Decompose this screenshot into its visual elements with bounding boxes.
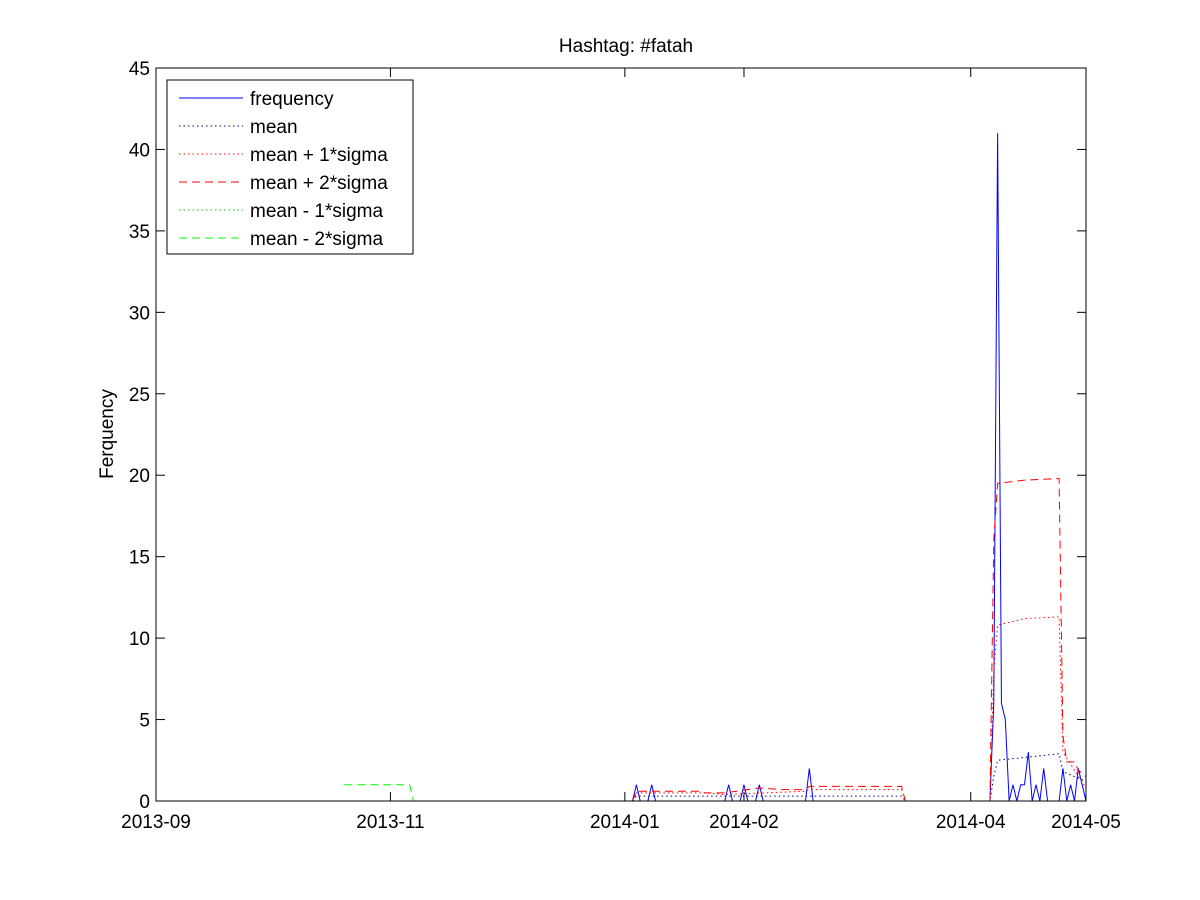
y-tick-label: 15	[129, 548, 150, 569]
y-tick-label: 5	[139, 711, 150, 732]
series-layer	[344, 133, 1087, 802]
legend-box	[166, 79, 414, 255]
y-tick-label: 20	[129, 466, 150, 487]
y-tick-label: 40	[129, 140, 150, 161]
y-axis-ticks: 0 5 10 15 20 25 30 35 40 45	[129, 59, 1086, 813]
series-line-mean	[632, 753, 1087, 802]
x-tick-label: 2014-02	[709, 812, 779, 833]
legend: frequency mean mean + 1*sigma mean + 2*sigm…	[166, 79, 414, 255]
x-tick-label: 2013-09	[121, 812, 191, 833]
y-axis-label: Ferquency	[97, 389, 118, 479]
y-tick-label: 45	[129, 59, 150, 80]
plot-frame	[155, 67, 1087, 802]
chart-title: Hashtag: #fatah	[559, 36, 693, 57]
series-line-mean-1-sigma	[632, 616, 1087, 802]
x-tick-label: 2014-05	[1051, 812, 1121, 833]
legend-label-mean-1-sigma: mean - 1*sigma	[250, 201, 383, 222]
legend-label-mean-2-sigma: mean + 2*sigma	[250, 173, 388, 194]
y-tick-label: 25	[129, 385, 150, 406]
legend-label-mean: mean	[250, 117, 298, 138]
series-line-mean-2-sigma	[344, 784, 414, 802]
legend-label-frequency: frequency	[250, 89, 334, 110]
x-tick-label: 2013-11	[356, 812, 424, 833]
legend-label-mean-1-sigma: mean + 1*sigma	[250, 145, 388, 166]
x-axis-ticks: 2013-09 2013-11 2014-01 2014-02 2014-04 2014-…	[121, 68, 1121, 833]
y-tick-label: 35	[129, 222, 150, 243]
y-tick-label: 30	[129, 303, 150, 324]
x-tick-label: 2014-04	[936, 812, 1006, 833]
series-line-frequency	[632, 133, 1087, 802]
legend-label-mean-2-sigma: mean - 2*sigma	[250, 229, 383, 250]
y-tick-label: 10	[129, 629, 150, 650]
x-tick-label: 2014-01	[590, 812, 660, 833]
y-tick-label: 0	[139, 792, 150, 813]
series-line-mean-2-sigma	[632, 477, 1087, 802]
